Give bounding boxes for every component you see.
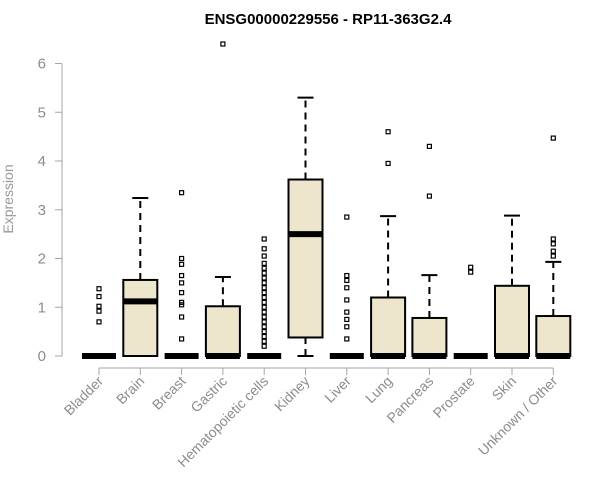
box-group (82, 286, 116, 359)
boxes (82, 41, 572, 359)
y-tick-label: 5 (38, 104, 46, 121)
outlier-point (468, 269, 474, 275)
outlier-point (426, 193, 432, 199)
outlier-point (550, 236, 556, 242)
box-iqr (494, 284, 530, 357)
box-iqr (370, 296, 407, 357)
outlier-point (261, 275, 267, 281)
outlier-point (261, 290, 267, 296)
box-group (247, 236, 282, 359)
outlier-point (220, 41, 226, 47)
outlier-point (344, 336, 350, 342)
box-group (287, 96, 324, 357)
outlier-point (261, 338, 267, 344)
outlier-point (96, 319, 102, 325)
outlier-point (261, 319, 267, 325)
outlier-point (179, 190, 185, 196)
box-group (535, 135, 572, 359)
outlier-point (179, 290, 185, 296)
x-tick-label: Kidney (271, 373, 313, 415)
box-iqr (287, 178, 324, 339)
outlier-point (261, 329, 267, 335)
outlier-point (550, 135, 556, 141)
outlier-point (179, 336, 185, 342)
outlier-point (261, 299, 267, 305)
box-group (329, 214, 364, 359)
x-tick-label: Lung (362, 373, 395, 406)
outlier-point (385, 129, 391, 135)
outlier-point (261, 314, 267, 320)
outlier-point (261, 246, 267, 252)
outlier-point (261, 285, 267, 291)
outlier-point (261, 253, 267, 259)
outlier-point (179, 314, 185, 320)
y-tick-label: 6 (38, 56, 46, 73)
y-tick-label: 2 (38, 251, 46, 268)
outlier-point (426, 143, 432, 149)
y-tick-label: 3 (38, 202, 46, 219)
outlier-point (96, 308, 102, 314)
outlier-point (344, 297, 350, 303)
box-iqr (535, 315, 572, 357)
outlier-point (344, 272, 350, 279)
box-iqr (411, 316, 448, 358)
box-group (204, 41, 241, 359)
outlier-point (550, 241, 556, 247)
chart-title: ENSG00000229556 - RP11-363G2.4 (205, 11, 452, 28)
outlier-point (179, 280, 185, 286)
outlier-point (344, 309, 350, 315)
outlier-point (344, 316, 350, 323)
outlier-point (261, 280, 267, 286)
box-group (494, 214, 530, 359)
outlier-point (179, 261, 185, 267)
outlier-point (344, 277, 350, 284)
outlier-point (261, 260, 267, 266)
outlier-point (261, 333, 267, 340)
outlier-point (261, 236, 267, 242)
outlier-point (261, 309, 267, 315)
box-group (453, 264, 488, 359)
y-axis-label: Expression (0, 164, 16, 233)
outlier-point (385, 160, 391, 167)
outlier-point (550, 253, 556, 259)
outlier-point (261, 324, 267, 330)
outlier-point (550, 248, 556, 254)
outlier-point (261, 294, 267, 301)
x-tick-label: Skin (489, 373, 520, 404)
y-axis-ticks: 0 1 2 3 4 5 6 (38, 56, 62, 365)
box-group (411, 143, 448, 359)
outlier-point (261, 270, 267, 276)
outlier-point (468, 264, 474, 270)
outlier-point (96, 286, 102, 292)
outlier-point (179, 255, 185, 262)
box-group (164, 190, 199, 359)
outlier-point (344, 214, 350, 220)
outlier-point (344, 285, 350, 291)
box-iqr (122, 278, 159, 358)
x-tick-label: Liver (321, 373, 354, 406)
x-tick-label: Breast (149, 373, 189, 413)
outlier-point (261, 304, 267, 310)
y-tick-label: 0 (38, 348, 46, 365)
outlier-point (261, 343, 267, 349)
outlier-point (96, 293, 102, 300)
y-tick-label: 1 (38, 299, 46, 316)
x-tick-label: Brain (113, 373, 147, 407)
box-group (122, 197, 159, 358)
box-group (370, 129, 407, 359)
outlier-point (96, 303, 102, 309)
outlier-point (179, 299, 185, 305)
x-tick-label: Prostate (430, 373, 478, 421)
outlier-point (179, 272, 185, 279)
y-tick-label: 4 (38, 153, 46, 170)
box-iqr (204, 305, 241, 357)
outlier-point (344, 324, 350, 330)
x-tick-label: Bladder (61, 373, 107, 419)
outlier-point (261, 265, 267, 271)
